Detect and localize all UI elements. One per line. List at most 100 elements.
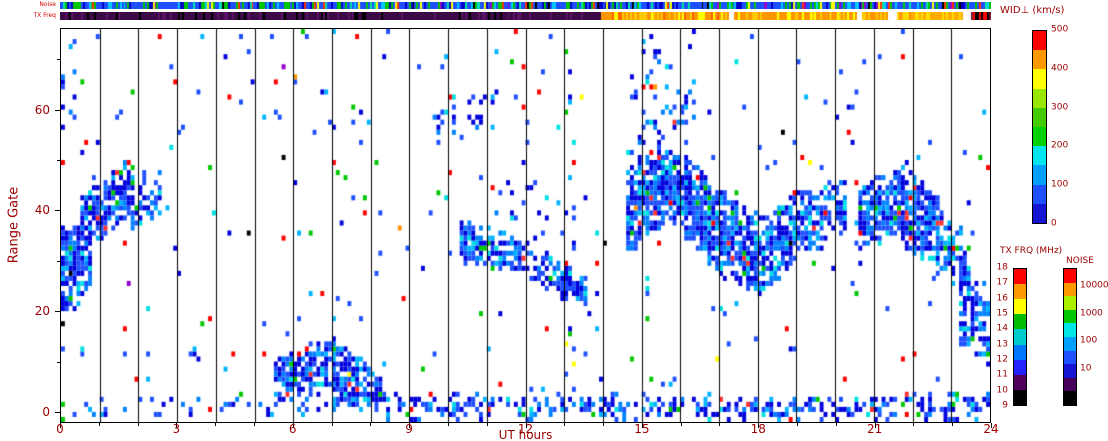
txfrq-colorbar-tick-label: 17: [996, 277, 1008, 288]
x-tick-mark: [447, 423, 449, 426]
x-tick-mark: [215, 423, 217, 426]
x-tick-label: 12: [517, 422, 534, 436]
colorbar-segment: [1033, 165, 1046, 185]
x-tick-mark: [913, 423, 915, 426]
txfrq-colorbar-tick-label: 12: [996, 354, 1008, 365]
colorbar-segment: [1033, 203, 1046, 224]
x-tick-label: 0: [56, 422, 64, 436]
colorbar-segment: [1064, 391, 1076, 405]
x-tick-mark: [409, 423, 411, 428]
colorbar-segment: [1014, 284, 1026, 300]
colorbar-segment: [1064, 350, 1076, 365]
wid-colorbar-tick-label: 400: [1051, 63, 1069, 74]
colorbar-segment: [1014, 329, 1026, 345]
txfreq-strip: [60, 12, 991, 20]
colorbar-segment: [1014, 374, 1026, 390]
y-axis-tick-labels: 0 20 40 60: [28, 29, 52, 422]
x-tick-mark: [991, 423, 992, 428]
txfrq-colorbar-tick-label: 18: [996, 262, 1008, 273]
colorbar-segment: [1033, 184, 1046, 204]
colorbar-segment: [1033, 69, 1046, 89]
txfreq-strip-label: TX Freq: [33, 12, 56, 19]
x-tick-mark: [98, 423, 100, 426]
x-tick-mark: [952, 423, 954, 426]
y-axis-tick-marks: [54, 29, 60, 422]
x-tick-mark: [60, 423, 61, 428]
x-tick-mark: [641, 423, 643, 428]
txfrq-colorbar-tick-label: 14: [996, 323, 1008, 334]
x-axis-tick-marks: [60, 423, 992, 429]
noise-strip-label: Noise: [39, 1, 56, 8]
x-tick-mark: [525, 423, 527, 428]
noise-colorbar-title: NOISE: [1066, 256, 1094, 266]
x-tick-mark: [176, 423, 178, 428]
noise-colorbar-tick-label: 100: [1080, 335, 1098, 346]
main-plot-canvas: [61, 29, 990, 422]
y-tick-label: 60: [34, 102, 50, 117]
colorbar-segment: [1014, 359, 1026, 375]
x-tick-label: 9: [405, 422, 413, 436]
wid-colorbar: [1032, 30, 1047, 224]
colorbar-segment: [1064, 336, 1076, 351]
txfrq-colorbar-tick-label: 15: [996, 308, 1008, 319]
txfrq-colorbar-tick-label: 10: [996, 385, 1008, 396]
txfrq-colorbar-labels: 18 17 16 15 14 13 12 11 10 9: [993, 263, 1010, 410]
colorbar-segment: [1033, 127, 1046, 147]
x-tick-mark: [253, 423, 255, 426]
wid-colorbar-tick-label: 300: [1051, 102, 1069, 113]
wid-colorbar-tick-label: 100: [1051, 179, 1069, 190]
x-tick-mark: [603, 423, 605, 426]
txfrq-colorbar-tick-label: 9: [1002, 400, 1008, 411]
colorbar-segment: [1014, 314, 1026, 330]
y-tick-mark: [55, 210, 60, 212]
x-tick-mark: [835, 423, 837, 426]
colorbar-segment: [1064, 269, 1076, 283]
noise-colorbar-tick-label: 1000: [1080, 308, 1103, 319]
y-tick-mark: [55, 411, 60, 413]
x-tick-mark: [137, 423, 139, 426]
colorbar-segment: [1033, 146, 1046, 166]
wid-colorbar-tick-label: 0: [1051, 218, 1057, 229]
x-tick-label: 3: [172, 422, 181, 436]
colorbar-segment: [1033, 31, 1046, 51]
x-tick-mark: [758, 423, 760, 428]
noise-colorbar: [1063, 268, 1077, 406]
txfrq-colorbar-title: TX FRQ (MHz): [1000, 246, 1063, 256]
y-tick-mark: [57, 260, 60, 262]
x-axis-tick-labels: 0 3 6 9 12 15 18 21 24: [56, 422, 998, 436]
x-axis-title: UT hours: [498, 428, 553, 441]
noise-colorbar-tick-label: 10: [1080, 363, 1092, 374]
x-tick-mark: [564, 423, 566, 426]
txfrq-colorbar: [1013, 268, 1027, 406]
colorbar-segment: [1064, 282, 1076, 297]
colorbar-segment: [1064, 309, 1076, 324]
plot-area: [60, 28, 991, 423]
x-tick-mark: [797, 423, 799, 426]
colorbar-segment: [1014, 344, 1026, 360]
x-tick-label: 24: [983, 422, 999, 436]
wid-colorbar-tick-label: 500: [1051, 24, 1069, 35]
noise-colorbar-tick-label: 10000: [1080, 280, 1108, 291]
x-tick-mark: [486, 423, 488, 426]
colorbar-segment: [1064, 377, 1076, 392]
colorbar-segment: [1014, 389, 1026, 405]
txfrq-colorbar-tick-label: 11: [996, 369, 1008, 380]
x-tick-label: 18: [750, 422, 766, 436]
colorbar-segment: [1033, 107, 1046, 128]
x-tick-mark: [370, 423, 372, 426]
wid-colorbar-ticks: 0 100 200 300 400 500: [1051, 25, 1085, 228]
y-tick-mark: [57, 361, 60, 363]
colorbar-segment: [1064, 296, 1076, 310]
x-tick-mark: [680, 423, 682, 426]
x-tick-mark: [292, 423, 294, 428]
x-tick-mark: [331, 423, 333, 426]
noise-colorbar-ticks: 10 100 1000 10000: [1080, 268, 1108, 406]
wid-colorbar-tick-label: 200: [1051, 140, 1069, 151]
y-tick-label: 0: [42, 404, 50, 419]
colorbar-segment: [1064, 323, 1076, 337]
colorbar-segment: [1064, 364, 1076, 378]
y-tick-mark: [57, 159, 60, 161]
txfrq-colorbar-tick-label: 13: [996, 339, 1008, 350]
x-tick-mark: [874, 423, 876, 428]
